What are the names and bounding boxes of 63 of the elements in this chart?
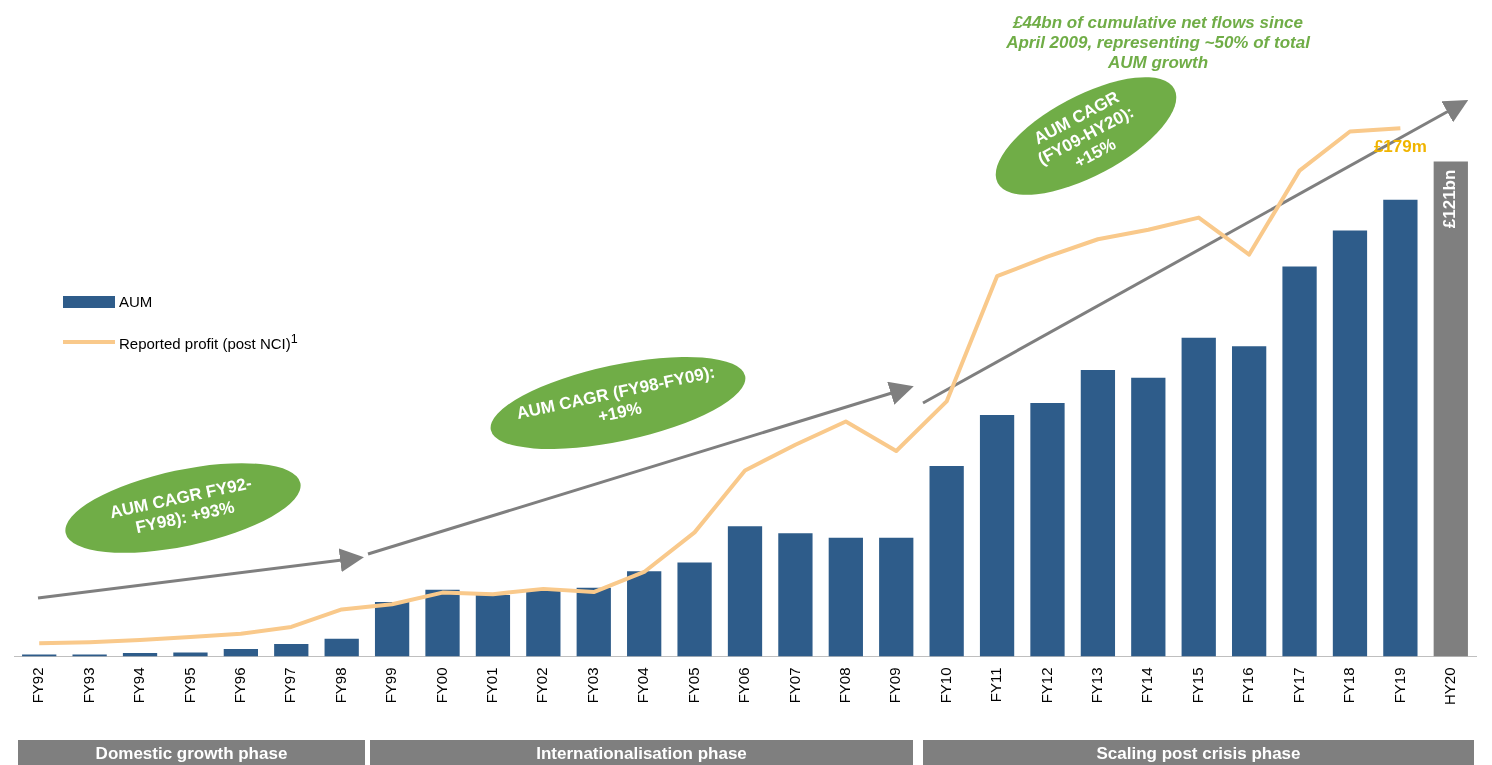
x-tick-label: FY04 — [634, 667, 652, 704]
text: Scaling post crisis phase — [923, 740, 1474, 765]
bar — [324, 638, 359, 657]
x-tick-label: FY01 — [483, 667, 501, 704]
bar — [929, 465, 964, 657]
bar — [576, 587, 611, 657]
bar — [1030, 403, 1065, 657]
x-tick-label: FY03 — [583, 667, 601, 704]
x-tick-label: FY08 — [835, 667, 853, 704]
x-tick-label: FY98 — [331, 667, 349, 704]
annotation: AUM CAGR FY92-FY98): +93% — [107, 472, 255, 540]
legend-label: Reported profit (post NCI)$^{1}$ — [119, 332, 298, 352]
x-tick-label: FY13 — [1088, 667, 1106, 704]
x-tick-label: FY00 — [432, 667, 450, 704]
x-tick-label: FY14 — [1138, 667, 1156, 704]
x-tick-label: FY16 — [1239, 667, 1257, 704]
text: £44bn of cumulative net flows since April 2009, representing ~50% of total AUM growth — [1005, 13, 1312, 73]
x-tick-label: FY92 — [29, 667, 47, 704]
bar — [979, 414, 1015, 657]
x-tick-label: FY94 — [130, 667, 148, 704]
x-tick-label: HY20 — [1440, 667, 1458, 706]
x-tick-label: FY99 — [382, 667, 400, 704]
bar — [526, 589, 561, 657]
x-tick-label: FY97 — [281, 667, 299, 704]
bar — [627, 571, 662, 657]
bar — [1282, 266, 1317, 657]
annotation: £121bn — [1440, 169, 1460, 229]
bar — [223, 649, 258, 657]
bar — [374, 602, 410, 657]
x-tick-label: FY17 — [1289, 667, 1307, 704]
x-tick-label: FY95 — [180, 667, 198, 704]
x-tick-label: FY18 — [1340, 667, 1358, 704]
x-tick-label: FY11 — [987, 667, 1005, 703]
x-tick-label: FY09 — [886, 667, 904, 704]
bar — [828, 537, 863, 657]
x-tick-label: FY15 — [1188, 667, 1206, 704]
bar — [677, 562, 712, 657]
x-tick-label: FY12 — [1037, 667, 1055, 704]
bar — [475, 595, 511, 657]
x-tick-label: FY06 — [735, 667, 753, 704]
bar — [778, 533, 813, 657]
x-tick-label: FY05 — [684, 667, 702, 704]
bar — [1383, 199, 1418, 657]
bar — [274, 644, 309, 657]
bar — [1181, 337, 1216, 657]
bar — [1433, 161, 1468, 657]
x-tick-label: FY02 — [533, 667, 551, 704]
bar — [1131, 377, 1166, 657]
text: £179m — [1373, 136, 1427, 156]
bar — [1232, 346, 1267, 657]
x-tick-label: FY93 — [79, 667, 97, 704]
x-tick-label: FY10 — [936, 667, 954, 704]
text: Domestic growth phase — [18, 740, 365, 765]
bar — [879, 537, 914, 657]
bar — [1080, 369, 1116, 657]
x-tick-label: FY96 — [231, 667, 248, 704]
x-tick-label: FY19 — [1390, 667, 1408, 704]
bar — [425, 589, 460, 657]
bar — [1332, 230, 1368, 657]
legend-label: AUM — [119, 293, 153, 310]
x-tick-label: FY07 — [785, 667, 803, 704]
text: Internationalisation phase — [370, 740, 913, 765]
bar — [727, 526, 763, 657]
